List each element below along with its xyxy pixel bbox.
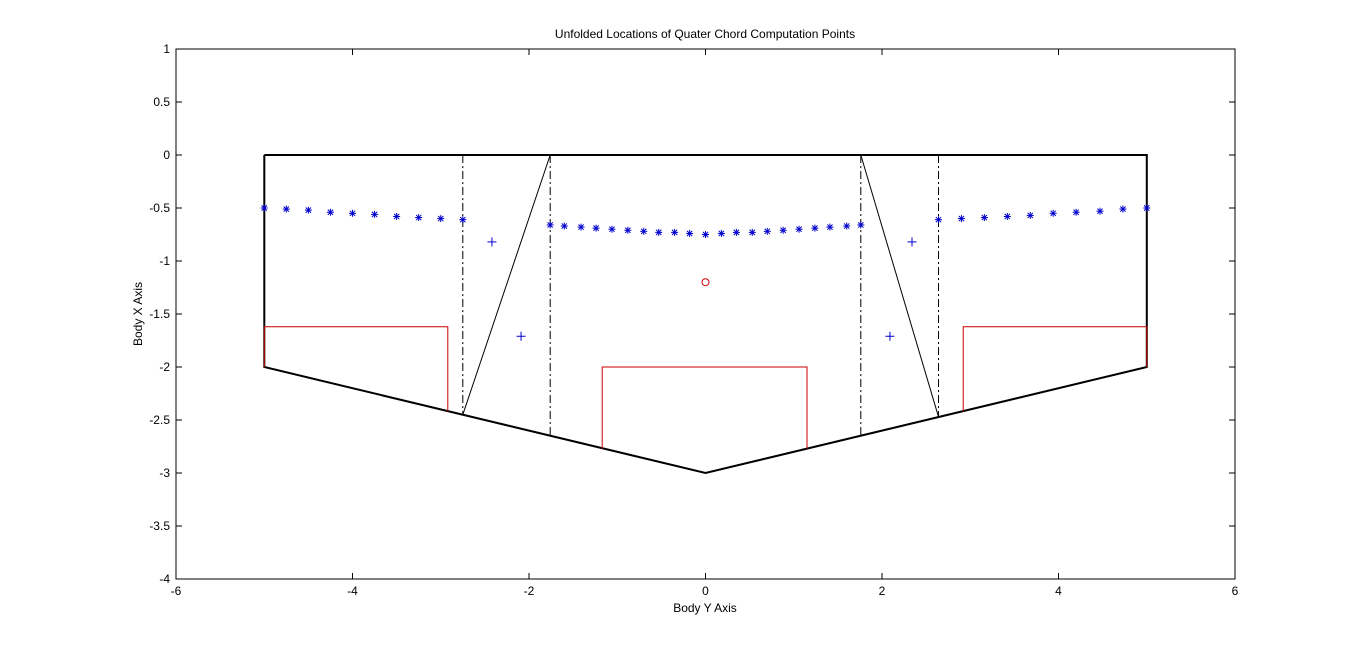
star-marker: [608, 225, 616, 233]
plus-marker: [885, 331, 895, 341]
star-marker: [811, 224, 819, 232]
x-tick-label: 4: [1055, 584, 1062, 598]
y-tick-label: -3.5: [149, 519, 170, 533]
chart-title: Unfolded Locations of Quater Chord Compu…: [555, 27, 855, 41]
star-marker: [560, 222, 568, 230]
y-axis-title: Body X Axis: [131, 282, 145, 346]
outline-solid-line: [962, 326, 1148, 412]
star-marker: [349, 209, 356, 217]
plus-marker: [907, 237, 917, 247]
x-axis-title: Body Y Axis: [673, 601, 737, 615]
star-marker: [717, 229, 725, 237]
y-tick-label: 1: [163, 42, 170, 56]
star-marker: [1143, 204, 1151, 212]
star-marker: [857, 221, 865, 229]
star-marker: [826, 223, 834, 231]
star-marker: [393, 212, 401, 220]
x-tick-label: 2: [879, 584, 886, 598]
star-marker: [304, 206, 312, 214]
star-marker: [686, 229, 694, 237]
x-tick-label: 6: [1232, 584, 1239, 598]
star-marker: [655, 228, 663, 236]
star-marker: [640, 227, 648, 235]
data-markers: [260, 204, 1151, 341]
star-marker: [624, 226, 632, 234]
outline-solid-line: [263, 326, 449, 412]
y-tick-label: 0: [163, 148, 170, 162]
star-marker: [260, 204, 268, 212]
star-marker: [795, 225, 803, 233]
x-tick-label: -2: [524, 584, 535, 598]
plus-marker: [516, 331, 526, 341]
star-marker: [980, 214, 988, 222]
star-marker: [702, 231, 709, 238]
star-marker: [546, 221, 554, 229]
plus-marker: [487, 237, 497, 247]
x-tick-label: -6: [171, 584, 182, 598]
y-tick-label: 0.5: [153, 95, 170, 109]
star-marker: [437, 215, 445, 223]
star-marker: [1049, 209, 1057, 217]
star-marker: [592, 224, 600, 232]
x-tick-label: -4: [347, 584, 358, 598]
star-marker: [934, 216, 942, 224]
star-marker: [843, 222, 851, 230]
star-marker: [671, 228, 679, 236]
star-marker: [282, 205, 290, 213]
star-marker: [732, 228, 740, 236]
circle-marker: [701, 278, 710, 287]
star-marker: [957, 215, 965, 223]
star-marker: [415, 214, 423, 222]
star-marker: [763, 227, 771, 235]
y-tick-label: -3: [159, 466, 170, 480]
plot-area: [175, 48, 1236, 580]
star-marker: [1003, 212, 1011, 220]
y-tick-label: -1.5: [149, 307, 170, 321]
outline-solid-line: [462, 154, 551, 415]
star-marker: [1119, 205, 1127, 213]
outline-solid-line: [860, 154, 939, 417]
star-marker: [1026, 211, 1034, 219]
axis-ticks: -6 -4 -2 0 2 4 610.50-0.5-1-1.5-2-2.5-3-3.5-4: [149, 42, 1238, 598]
star-marker: [1072, 208, 1080, 216]
star-marker: [326, 208, 334, 216]
star-marker: [371, 210, 379, 218]
y-tick-label: -0.5: [149, 201, 170, 215]
y-tick-label: -4: [159, 572, 170, 586]
star-marker: [1096, 207, 1104, 215]
y-tick-label: -1: [159, 254, 170, 268]
outline-solid-line: [601, 366, 808, 449]
y-tick-label: -2.5: [149, 413, 170, 427]
y-tick-label: -2: [159, 360, 170, 374]
star-marker: [779, 226, 787, 234]
star-marker: [748, 228, 756, 236]
x-tick-label: 0: [702, 584, 709, 598]
outline-lines: [263, 154, 1148, 475]
star-marker: [459, 216, 467, 224]
star-marker: [577, 223, 585, 231]
